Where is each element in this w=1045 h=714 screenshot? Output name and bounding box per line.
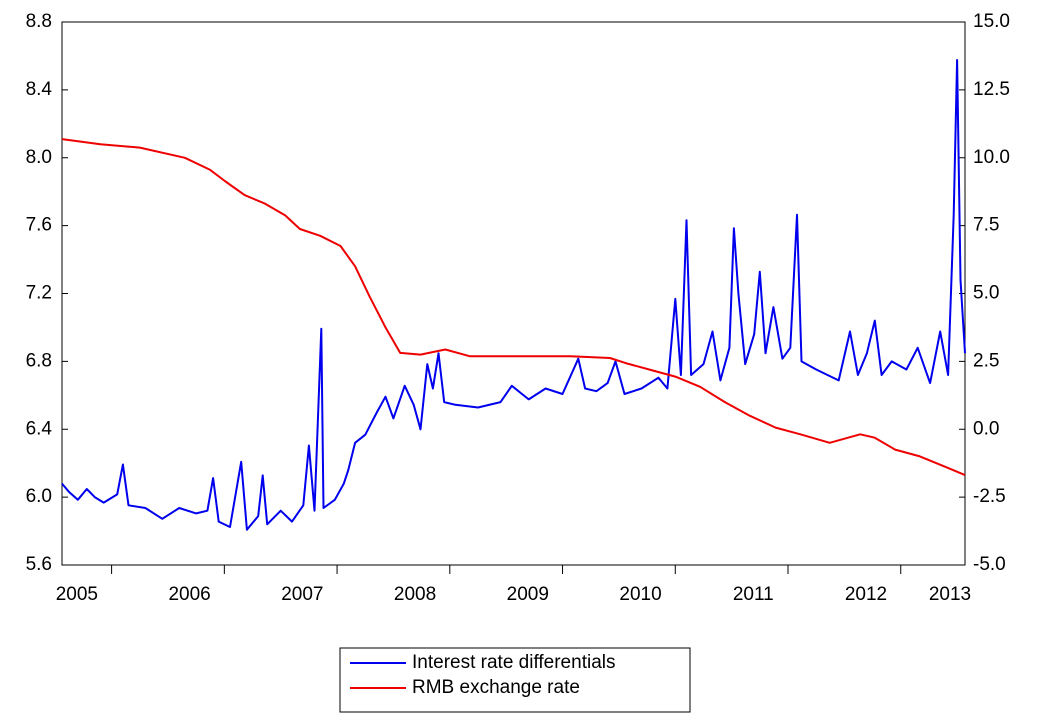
y2-tick-label: -2.5 [973,486,1006,507]
y2-tick-label: 10.0 [973,147,1010,168]
y-tick-label: 7.2 [26,283,52,304]
x-tick-label: 2013 [929,584,971,605]
y2-tick-label: -5.0 [973,554,1006,575]
y-tick-label: 8.0 [26,147,52,168]
legend-box [339,647,691,713]
x-tick-label: 2009 [507,584,549,605]
y2-tick-label: 15.0 [973,11,1010,32]
x-tick-label: 2012 [845,584,887,605]
series-line [61,138,966,477]
y-tick-label: 8.4 [26,79,53,100]
y2-tick-label: 0.0 [973,418,999,439]
y2-tick-label: 2.5 [973,350,999,371]
y-tick-label: 8.8 [26,11,52,32]
x-tick-label: 2010 [619,584,661,605]
y-tick-label: 6.0 [26,486,52,507]
y2-tick-label: 7.5 [973,215,999,236]
x-tick-label: 2008 [394,584,436,605]
x-tick-label: 2006 [168,584,210,605]
x-tick-label: 2005 [56,584,98,605]
y-tick-label: 6.4 [26,418,53,439]
y-tick-label: 7.6 [26,215,52,236]
series-line [61,59,966,531]
legend-label: Interest rate differentials [412,652,615,673]
y-tick-label: 6.8 [26,350,52,371]
y2-tick-label: 5.0 [973,283,999,304]
legend-label: RMB exchange rate [412,677,580,698]
x-tick-label: 2007 [281,584,323,605]
y2-tick-label: 12.5 [973,79,1010,100]
y-tick-label: 5.6 [26,554,52,575]
plot-frame [61,21,966,566]
x-tick-label: 2011 [733,584,774,605]
